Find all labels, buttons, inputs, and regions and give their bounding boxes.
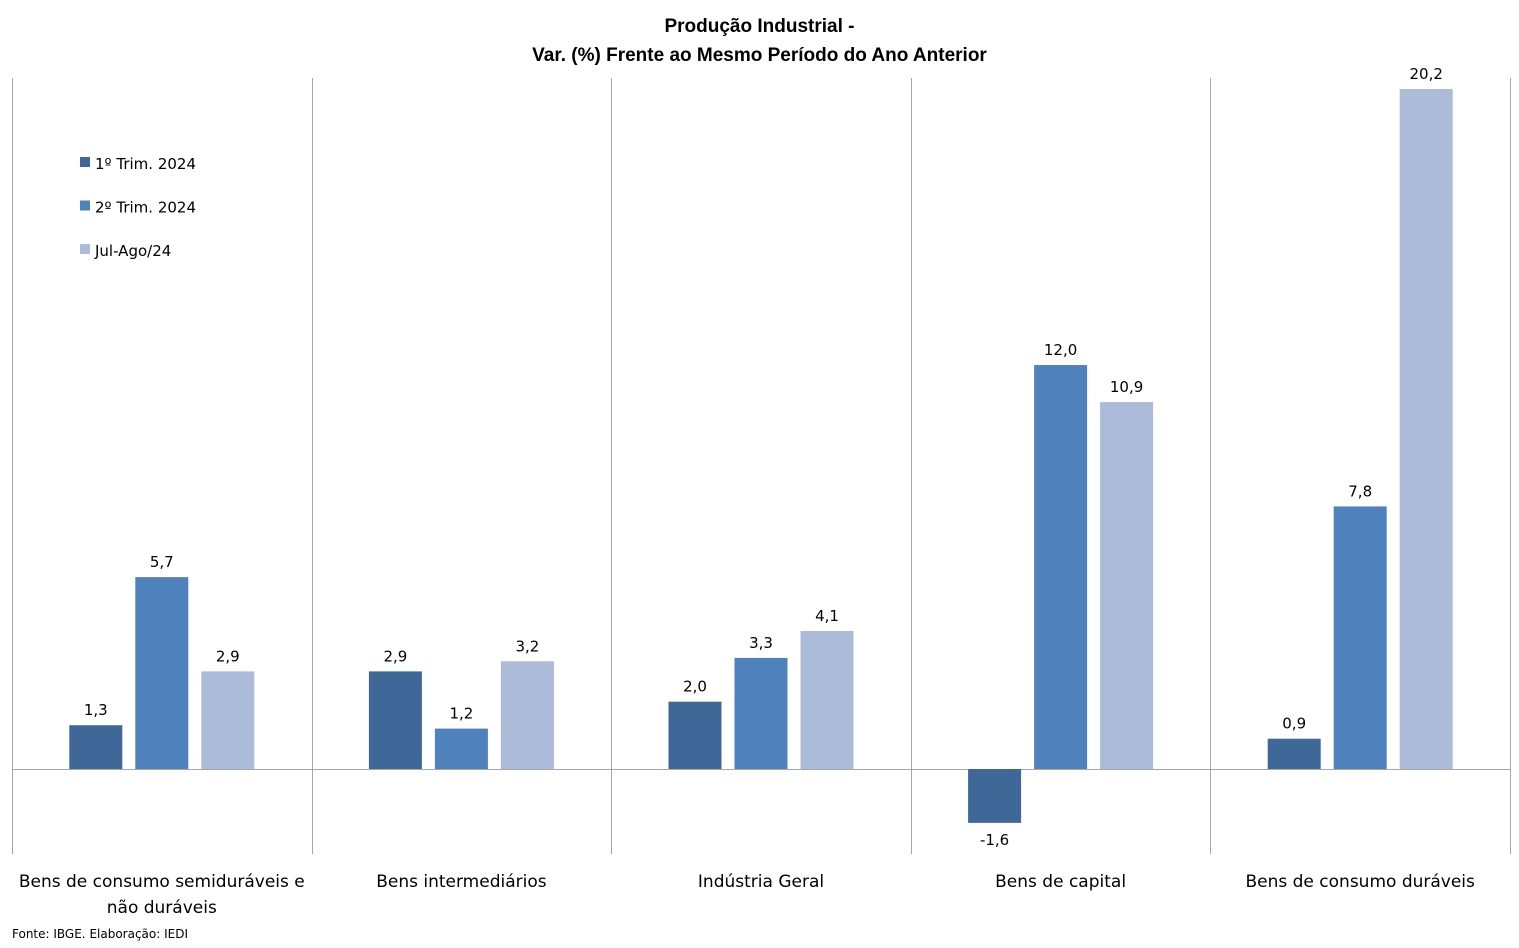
bar-series-3-cat-5 <box>1399 89 1453 769</box>
data-label: 2,0 <box>683 678 707 696</box>
legend-swatch-1 <box>80 157 90 167</box>
data-label: 1,2 <box>449 705 473 723</box>
data-label: 7,8 <box>1348 482 1372 500</box>
legend-swatch-3 <box>80 244 90 254</box>
data-labels: 1,3 5,7 2,9 2,9 1,2 3,2 2,0 3,3 4,1 -1,6 12,0 10,9 0… <box>84 65 1443 849</box>
data-label: 2,9 <box>216 647 240 665</box>
category-label: Bens de consumo semiduráveis e <box>19 872 305 892</box>
chart-title-line-1: Produção Industrial - <box>664 16 854 37</box>
category-separators <box>12 78 1511 854</box>
legend: 1º Trim. 2024 2º Trim. 2024 Jul-Ago/24 <box>80 155 196 260</box>
bar-series-2-cat-4 <box>1034 365 1088 769</box>
data-label: 5,7 <box>150 553 174 571</box>
bars <box>69 89 1453 823</box>
legend-swatch-2 <box>80 200 90 211</box>
category-labels: Bens de consumo semiduráveis e não duráve… <box>19 872 1475 918</box>
bar-series-1-cat-4 <box>968 769 1022 823</box>
bar-series-1-cat-3 <box>668 701 722 769</box>
data-label: 20,2 <box>1409 65 1442 83</box>
category-label: Bens intermediários <box>376 872 547 892</box>
data-label: -1,6 <box>980 831 1009 849</box>
data-label: 0,9 <box>1282 715 1306 733</box>
data-label: 3,2 <box>515 637 539 655</box>
data-label: 10,9 <box>1110 378 1143 396</box>
bar-series-2-cat-5 <box>1333 506 1387 769</box>
chart-title-line-2: Var. (%) Frente ao Mesmo Período do Ano … <box>532 45 987 66</box>
category-label: Indústria Geral <box>698 872 824 892</box>
bar-series-1-cat-2 <box>368 671 422 769</box>
bar-series-3-cat-4 <box>1100 402 1154 769</box>
bar-series-3-cat-1 <box>201 671 255 769</box>
bar-series-1-cat-1 <box>69 725 123 769</box>
data-label: 12,0 <box>1044 341 1077 359</box>
data-label: 2,9 <box>383 647 407 665</box>
bar-series-1-cat-5 <box>1267 738 1321 769</box>
bar-series-3-cat-3 <box>800 630 854 769</box>
legend-label-2: 2º Trim. 2024 <box>95 199 196 217</box>
bar-series-2-cat-2 <box>434 728 488 769</box>
bar-series-3-cat-2 <box>500 661 554 769</box>
bar-series-2-cat-1 <box>135 577 189 769</box>
chart-title: Produção Industrial - Var. (%) Frente ao … <box>532 16 987 66</box>
category-label: Bens de consumo duráveis <box>1245 872 1475 892</box>
bar-series-2-cat-3 <box>734 657 788 769</box>
category-label: não duráveis <box>107 898 217 918</box>
data-label: 1,3 <box>84 701 108 719</box>
legend-label-1: 1º Trim. 2024 <box>95 155 196 173</box>
data-label: 3,3 <box>749 634 773 652</box>
data-label: 4,1 <box>815 607 839 625</box>
legend-label-3: Jul-Ago/24 <box>94 242 171 260</box>
category-label: Bens de capital <box>995 872 1126 892</box>
source-note: Fonte: IBGE. Elaboração: IEDI <box>12 927 188 941</box>
